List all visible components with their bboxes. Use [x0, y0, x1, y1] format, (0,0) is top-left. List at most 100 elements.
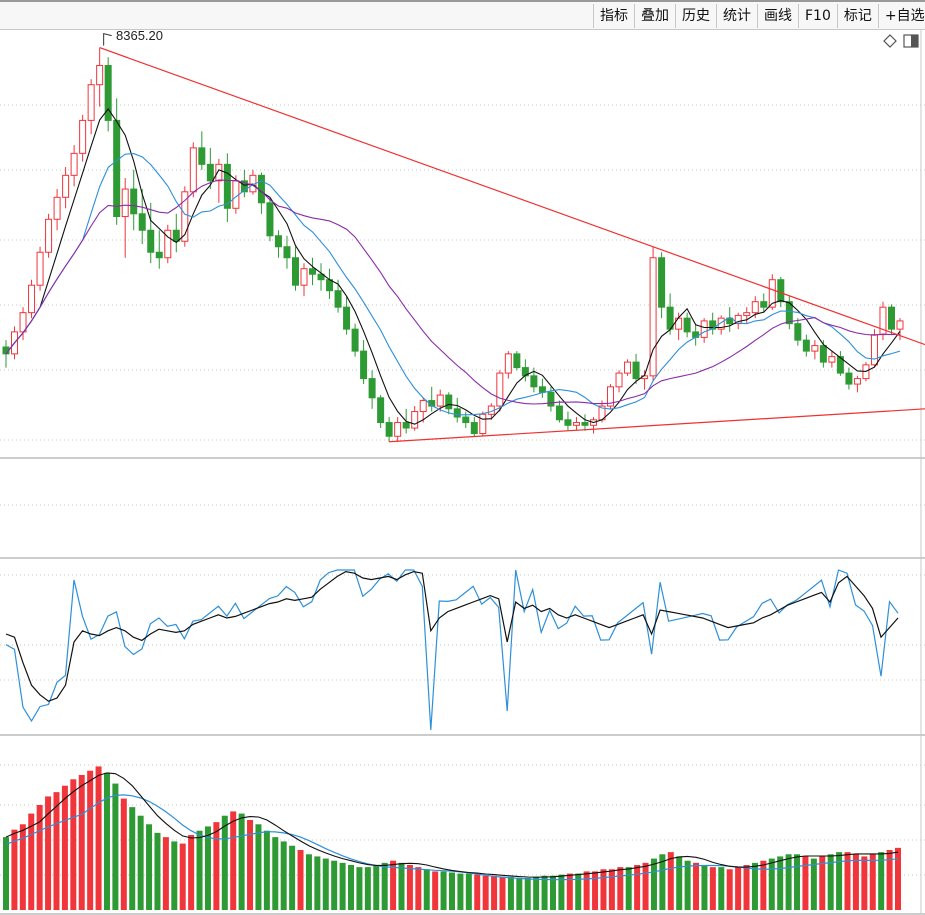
candle-body: [853, 378, 861, 385]
volume-bar: [474, 874, 481, 910]
indicator-button[interactable]: 指标: [593, 4, 634, 28]
volume-bar: [457, 873, 464, 910]
candle: [164, 224, 172, 264]
volume-bar: [348, 865, 355, 910]
f10-button[interactable]: F10: [798, 4, 837, 28]
panel-toggle-icon[interactable]: [903, 34, 919, 48]
volume-bar: [280, 841, 287, 910]
candle-body: [121, 188, 129, 218]
volume-bar: [322, 858, 329, 910]
draw-line-button[interactable]: 画线: [757, 4, 798, 28]
candle-body: [547, 391, 555, 407]
volume-bar: [331, 860, 338, 910]
candle: [845, 367, 853, 390]
candle: [419, 397, 427, 423]
volume-bar: [406, 865, 413, 910]
candle-body: [717, 317, 725, 330]
candle: [641, 370, 649, 390]
candle-body: [147, 229, 155, 253]
mark-button[interactable]: 标记: [836, 4, 878, 28]
history-button[interactable]: 历史: [675, 4, 716, 28]
volume-bar: [465, 873, 472, 910]
candle-body: [368, 378, 376, 399]
candle: [624, 359, 632, 376]
candle: [828, 351, 836, 368]
candle: [496, 370, 504, 412]
candle-body: [777, 279, 785, 303]
candle: [368, 370, 376, 409]
volume-bar: [634, 865, 641, 910]
volume-bar: [272, 837, 279, 910]
volume-bar: [524, 877, 531, 910]
volume-bar: [221, 815, 228, 910]
candle-body: [317, 273, 325, 281]
candle-body: [257, 174, 265, 204]
volume-bar: [103, 772, 110, 910]
corner-icons: [882, 33, 919, 49]
volume-panel: [3, 766, 901, 910]
candle: [96, 47, 104, 107]
candle: [632, 353, 640, 385]
volume-bar: [684, 860, 691, 910]
volume-bar: [676, 856, 683, 910]
candle: [785, 296, 793, 330]
candle-body: [181, 191, 189, 242]
candle: [453, 397, 461, 423]
candle: [479, 411, 487, 437]
volume-bar: [533, 876, 540, 910]
candle-body: [470, 422, 478, 435]
volume-bar: [112, 783, 119, 910]
volume-bar: [735, 867, 742, 910]
candle-body: [96, 64, 104, 86]
volume-bar: [819, 856, 826, 910]
statistics-button[interactable]: 统计: [716, 4, 757, 28]
volume-bar: [213, 822, 220, 910]
candle-body: [445, 394, 453, 410]
volume-bar: [566, 873, 573, 910]
volume-bar: [794, 854, 801, 910]
volume-bar: [768, 858, 775, 910]
candle-body: [768, 279, 776, 308]
volume-bar: [449, 872, 455, 910]
volume-bar: [499, 876, 506, 910]
volume-bar: [339, 862, 346, 910]
candle: [666, 293, 674, 335]
volume-bar: [878, 852, 885, 910]
candle-body: [343, 306, 351, 330]
candle: [811, 340, 819, 360]
candle: [385, 417, 393, 442]
rising-trendline: [389, 408, 925, 443]
volume-bar: [314, 856, 321, 910]
add-watchlist-button[interactable]: +自选: [877, 4, 925, 28]
candle-body: [632, 361, 640, 380]
candle-body: [751, 301, 759, 314]
candle-body: [334, 290, 342, 308]
diamond-icon[interactable]: [882, 33, 898, 49]
volume-bar: [28, 813, 35, 910]
candle: [649, 246, 657, 382]
candle: [513, 351, 521, 371]
volume-bar: [179, 843, 186, 910]
candle-body: [164, 229, 172, 259]
candle-body: [87, 84, 95, 121]
candle-body: [223, 163, 231, 209]
oscillator-panel: [5, 569, 899, 731]
candle: [504, 351, 512, 379]
volume-bar: [247, 820, 254, 910]
candle: [351, 323, 359, 357]
candle-body: [802, 339, 810, 352]
peak-price-label: 8365.20: [116, 30, 163, 43]
volume-bar: [777, 856, 784, 910]
overlay-button[interactable]: 叠加: [634, 4, 675, 28]
volume-bar: [3, 837, 9, 910]
candle: [589, 417, 597, 434]
volume-bar: [154, 832, 161, 910]
volume-bar: [836, 852, 843, 910]
candle: [802, 334, 810, 357]
candle: [521, 359, 529, 382]
volume-bar: [129, 807, 136, 910]
candle: [300, 263, 308, 297]
candle-body: [530, 375, 538, 388]
candle: [428, 386, 436, 412]
volume-bar: [852, 854, 859, 910]
